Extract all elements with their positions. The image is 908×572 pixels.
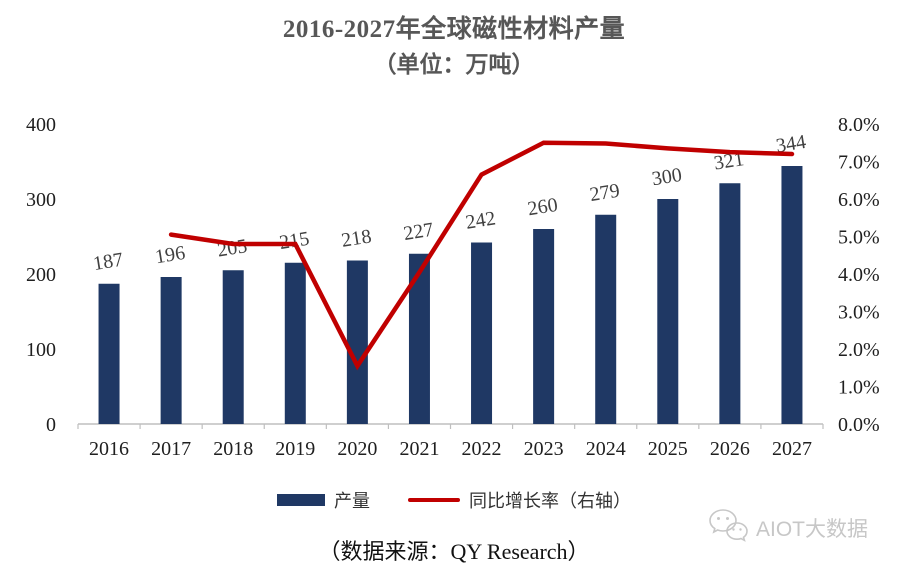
bar-value-label: 279 — [588, 180, 621, 206]
x-axis-category-label: 2027 — [772, 438, 812, 460]
y-axis-right-tick-label: 4.0% — [838, 264, 880, 286]
x-axis-category-label: 2021 — [399, 438, 439, 460]
bar-value-label: 215 — [278, 228, 311, 254]
production-bar — [471, 242, 493, 424]
y-axis-left-tick-label: 100 — [26, 339, 56, 361]
bar-value-label: 187 — [92, 249, 125, 275]
x-axis-category-label: 2026 — [710, 438, 750, 460]
production-bar — [781, 166, 803, 424]
x-axis-category-label: 2018 — [213, 438, 253, 460]
production-bar — [160, 277, 182, 424]
y-axis-right-tick-label: 7.0% — [838, 152, 880, 174]
y-axis-left-tick-label: 0 — [46, 414, 56, 436]
line-swatch-icon — [408, 498, 460, 502]
x-axis-category-label: 2017 — [151, 438, 191, 460]
source-caption: （数据来源：QY Research） — [318, 539, 590, 564]
bar-swatch-icon — [277, 494, 325, 506]
y-axis-left-tick-label: 400 — [26, 114, 56, 136]
chart-svg: 0 100 200 300 400 0.0% 1.0% 2.0% 3.0% 4.0% 5.0% 6.0… — [26, 114, 880, 460]
bar-value-label: 260 — [526, 194, 559, 220]
chart-subtitle: （单位：万吨） — [373, 52, 535, 77]
production-bar — [657, 199, 679, 424]
watermark: AIOT大数据 — [706, 507, 868, 549]
x-axis-category-label: 2025 — [648, 438, 688, 460]
production-bar — [533, 229, 555, 424]
chart-title-block: 2016-2027年全球磁性材料产量 （单位：万吨） — [0, 14, 908, 80]
y-axis-right-tick-label: 3.0% — [838, 302, 880, 324]
y-axis-right-tick-label: 5.0% — [838, 227, 880, 249]
y-axis-left-tick-label: 300 — [26, 189, 56, 211]
production-bar — [408, 253, 430, 424]
production-bar — [222, 270, 244, 424]
legend: 产量 同比增长率（右轴） — [0, 487, 908, 513]
legend-growth-label: 同比增长率（右轴） — [469, 491, 631, 511]
production-bar — [719, 183, 741, 424]
bar-value-label: 196 — [154, 242, 187, 268]
y-axis-right-tick-label: 8.0% — [838, 114, 880, 136]
x-axis-category-label: 2020 — [337, 438, 377, 460]
y-axis-left-tick-label: 200 — [26, 264, 56, 286]
bar-value-label: 205 — [216, 235, 249, 261]
production-bar — [98, 283, 120, 424]
wechat-icon — [709, 509, 748, 542]
bar-value-label: 242 — [464, 207, 497, 233]
bar-value-label: 227 — [402, 219, 435, 245]
chart-title: 2016-2027年全球磁性材料产量 — [282, 16, 626, 43]
x-axis-category-label: 2022 — [462, 438, 502, 460]
bar-value-label: 218 — [340, 225, 373, 251]
watermark-label: AIOT大数据 — [756, 518, 869, 541]
bar-value-label: 300 — [650, 164, 683, 190]
production-bar — [284, 262, 306, 424]
y-axis-right-tick-label: 2.0% — [838, 339, 880, 361]
growth-line — [168, 140, 795, 371]
x-axis-category-label: 2024 — [586, 438, 626, 460]
y-axis-right-tick-label: 0.0% — [838, 414, 880, 436]
production-bar — [346, 260, 368, 424]
y-axis-right-tick-label: 6.0% — [838, 189, 880, 211]
x-axis-category-label: 2023 — [524, 438, 564, 460]
legend-production-label: 产量 — [334, 491, 370, 511]
x-axis-category-label: 2016 — [89, 438, 129, 460]
y-axis-right-tick-label: 1.0% — [838, 377, 880, 399]
legend-item-production: 产量 — [277, 487, 370, 513]
legend-item-growth: 同比增长率（右轴） — [408, 487, 631, 513]
x-axis-category-label: 2019 — [275, 438, 315, 460]
production-bar — [595, 214, 617, 424]
